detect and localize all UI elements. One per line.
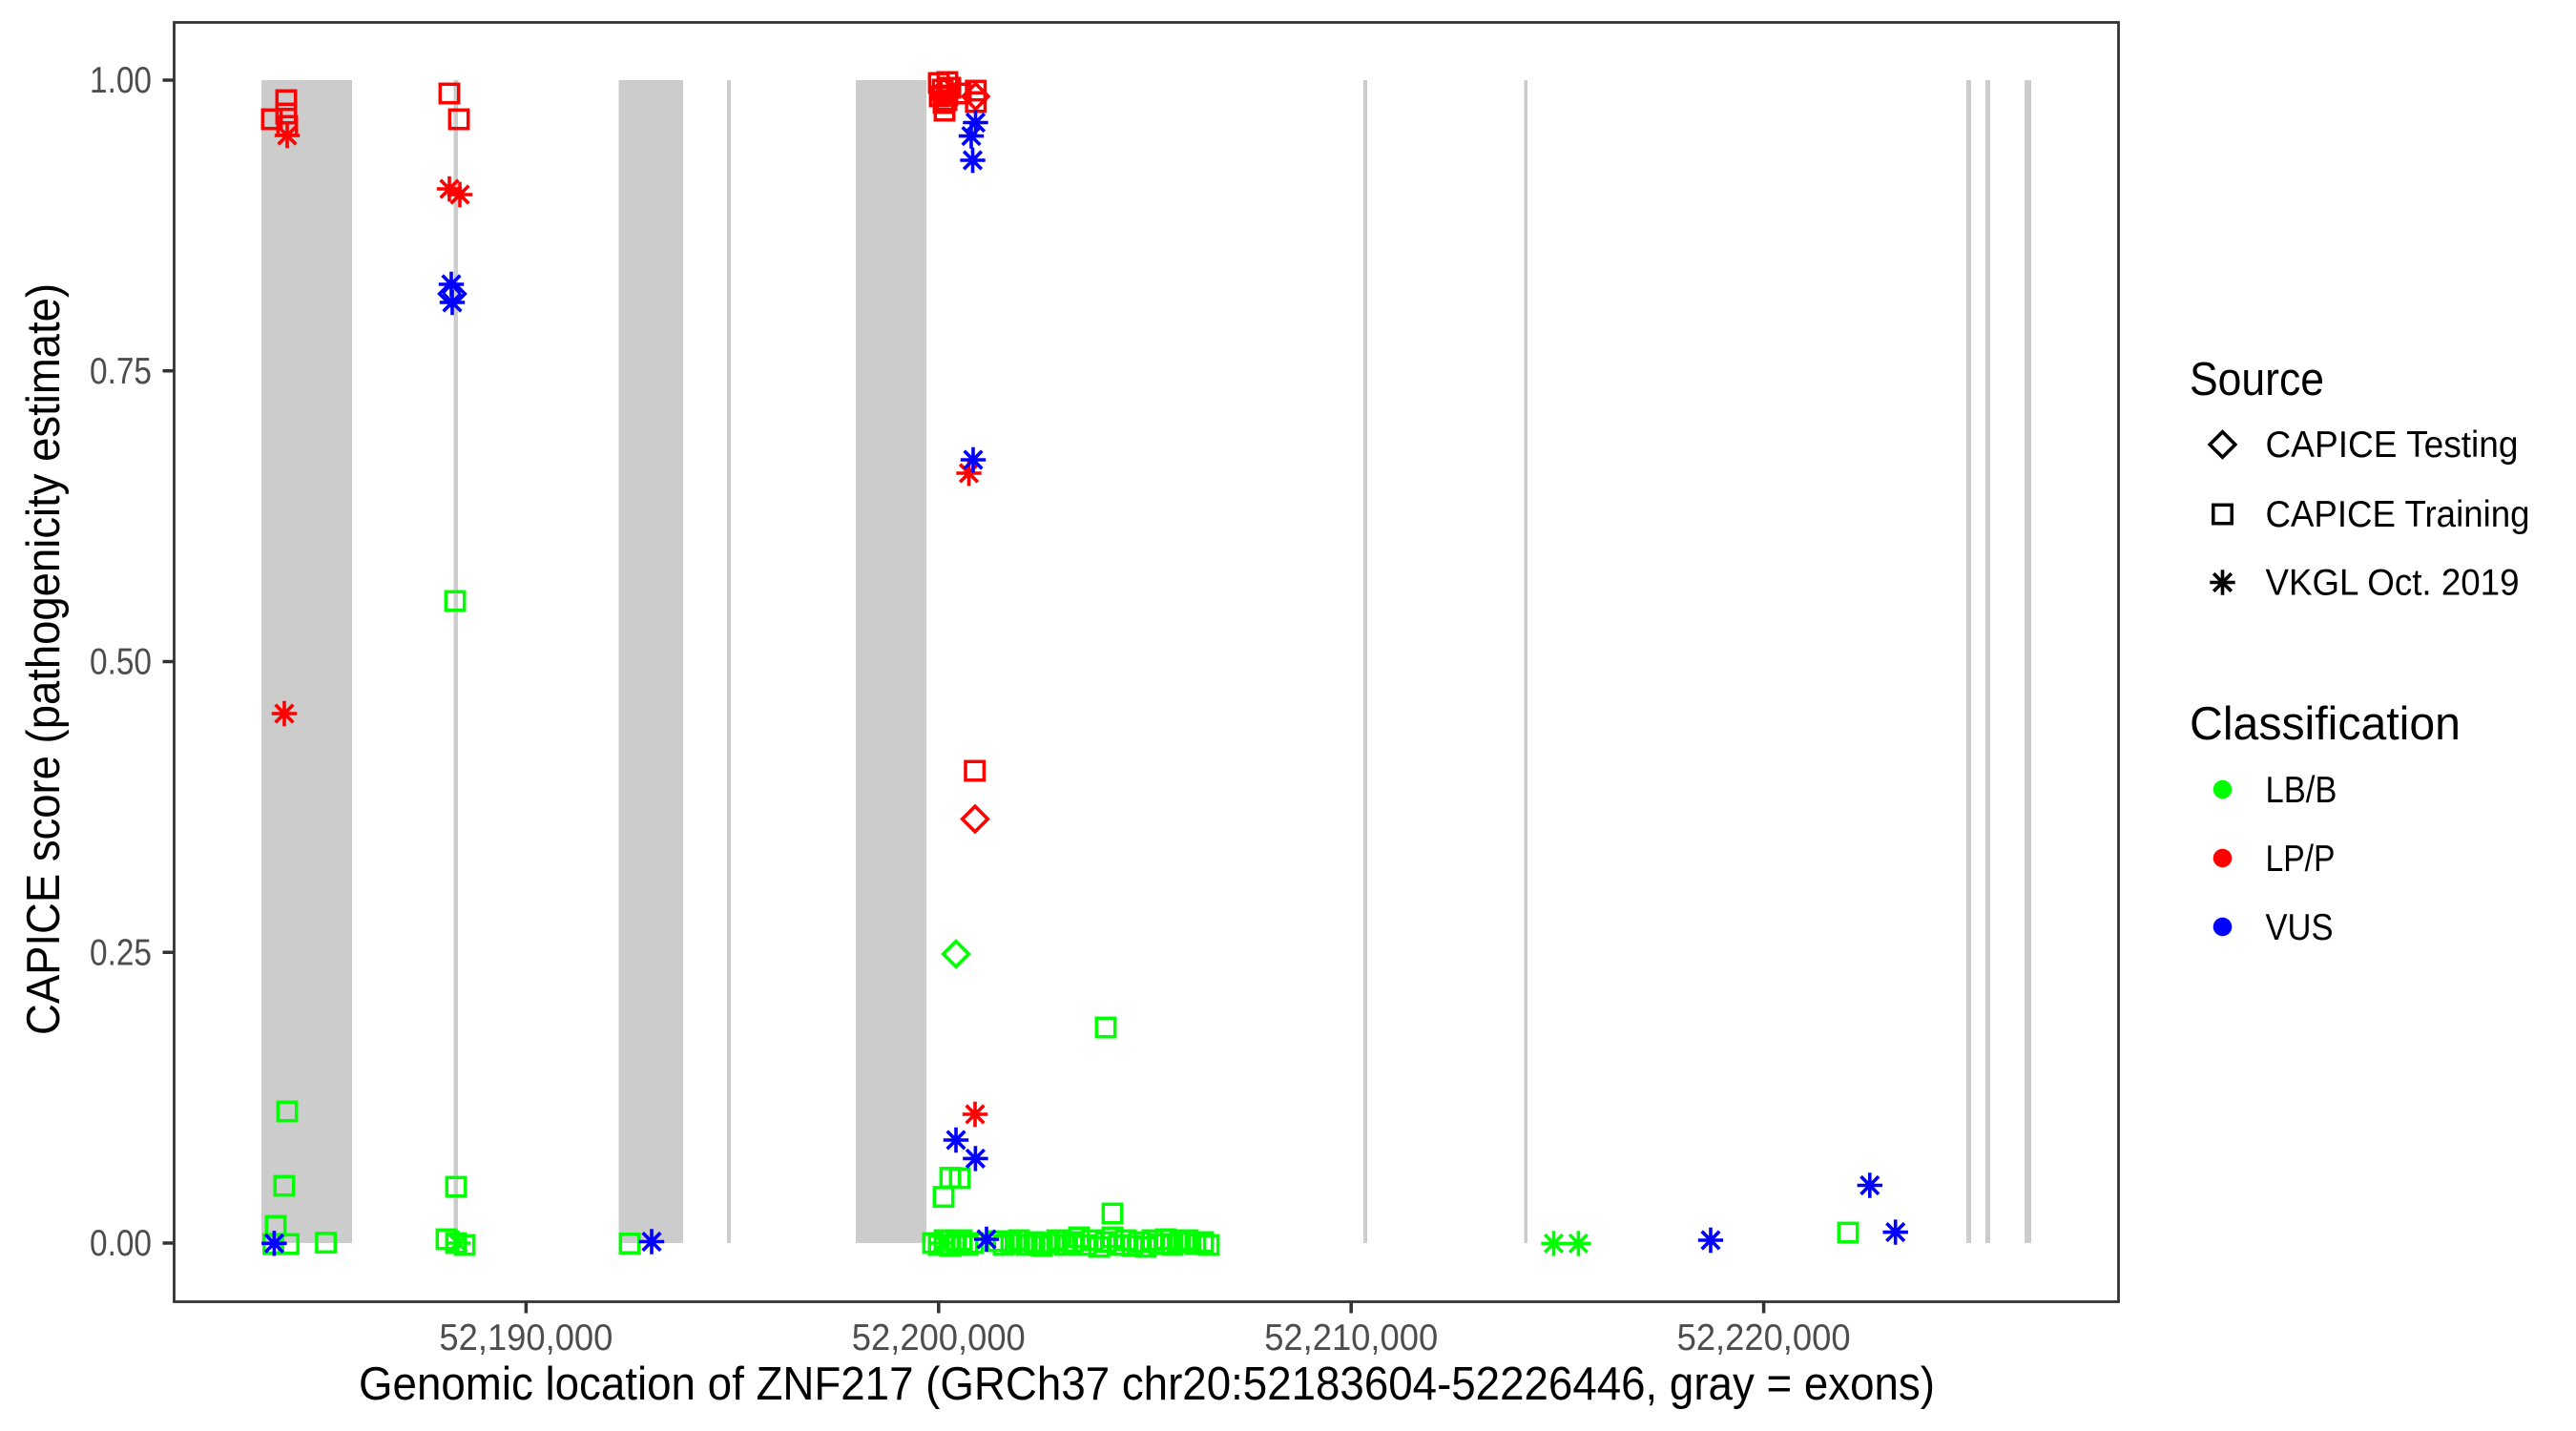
svg-text:CAPICE Testing: CAPICE Testing [2266, 425, 2519, 466]
svg-text:Classification: Classification [2190, 698, 2461, 750]
svg-text:Genomic location of ZNF217 (GR: Genomic location of ZNF217 (GRCh37 chr20… [359, 1358, 1935, 1410]
svg-text:LP/P: LP/P [2266, 839, 2336, 880]
svg-text:0.25: 0.25 [90, 932, 152, 973]
svg-text:52,210,000: 52,210,000 [1264, 1317, 1438, 1358]
svg-text:LB/B: LB/B [2266, 770, 2337, 811]
svg-text:CAPICE Training: CAPICE Training [2266, 494, 2530, 535]
svg-text:52,200,000: 52,200,000 [852, 1317, 1026, 1358]
svg-text:0.00: 0.00 [90, 1223, 152, 1264]
svg-text:52,220,000: 52,220,000 [1677, 1317, 1851, 1358]
svg-text:0.75: 0.75 [90, 351, 152, 392]
svg-text:0.50: 0.50 [90, 642, 152, 683]
svg-text:1.00: 1.00 [90, 60, 152, 101]
svg-text:CAPICE score (pathogenicity es: CAPICE score (pathogenicity estimate) [18, 283, 70, 1035]
svg-text:VKGL Oct. 2019: VKGL Oct. 2019 [2266, 563, 2520, 604]
svg-text:VUS: VUS [2266, 907, 2334, 948]
svg-text:52,190,000: 52,190,000 [439, 1317, 613, 1358]
svg-text:Source: Source [2190, 354, 2324, 405]
